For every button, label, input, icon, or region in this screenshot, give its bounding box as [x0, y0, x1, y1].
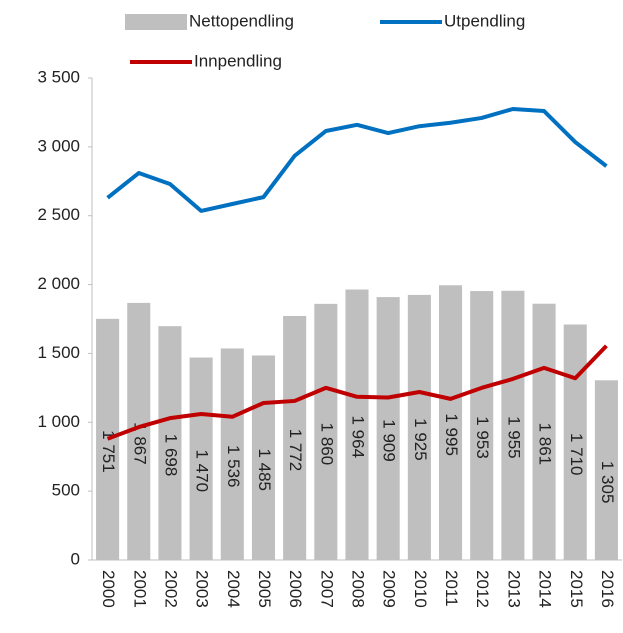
x-tick-label: 2007	[317, 570, 336, 608]
data-label: 1 536	[224, 445, 243, 488]
bar	[314, 303, 338, 560]
x-tick-label: 2008	[349, 570, 368, 608]
bar	[594, 380, 618, 560]
data-label: 1 909	[380, 419, 399, 462]
data-label: 1 698	[161, 434, 180, 477]
bar	[283, 315, 307, 560]
data-label: 1 964	[349, 415, 368, 458]
data-label: 1 953	[473, 416, 492, 459]
x-tick-label: 2011	[442, 570, 461, 607]
x-tick-label: 2012	[473, 570, 492, 608]
line	[106, 344, 608, 441]
bar	[501, 290, 525, 560]
x-tick-label: 2001	[130, 570, 149, 608]
bar	[376, 297, 400, 560]
y-tick-label: 0	[71, 549, 80, 568]
bar	[407, 294, 431, 560]
bar	[345, 289, 369, 560]
legend-label: Nettopendling	[189, 11, 294, 30]
data-label: 1 485	[255, 448, 274, 491]
legend-label: Utpendling	[444, 11, 525, 30]
data-label: 1 995	[442, 413, 461, 456]
y-tick-label: 500	[52, 481, 80, 500]
x-tick-label: 2003	[193, 570, 212, 608]
bar	[189, 357, 213, 560]
legend-swatch	[125, 14, 187, 30]
x-tick-label: 2006	[286, 570, 305, 608]
data-label: 1 867	[130, 422, 149, 465]
x-tick-label: 2014	[536, 570, 555, 608]
bar	[470, 291, 494, 560]
data-label: 1 772	[286, 429, 305, 472]
x-tick-label: 2010	[411, 570, 430, 608]
x-tick-label: 2005	[255, 570, 274, 608]
y-tick-label: 1 500	[37, 343, 80, 362]
data-label: 1 305	[598, 461, 617, 504]
data-label: 1 751	[99, 430, 118, 473]
data-label: 1 955	[504, 416, 523, 459]
line	[106, 106, 608, 213]
x-tick-label: 2016	[598, 570, 617, 608]
bar	[563, 324, 587, 560]
bar	[158, 326, 182, 560]
data-label: 1 860	[317, 423, 336, 466]
bar	[220, 348, 244, 560]
x-tick-label: 2002	[161, 570, 180, 608]
y-tick-label: 3 500	[37, 67, 80, 86]
y-tick-label: 2 500	[37, 205, 80, 224]
data-label: 1 861	[536, 423, 555, 466]
x-tick-label: 2000	[99, 570, 118, 608]
bar	[96, 318, 120, 560]
data-label: 1 470	[193, 450, 212, 493]
x-tick-label: 2009	[380, 570, 399, 608]
data-label: 1 925	[411, 418, 430, 461]
y-tick-label: 1 000	[37, 412, 80, 431]
x-tick-label: 2015	[567, 570, 586, 608]
data-label: 1 710	[567, 433, 586, 476]
bar	[127, 302, 151, 560]
y-tick-label: 3 000	[37, 136, 80, 155]
x-tick-label: 2013	[504, 570, 523, 608]
x-tick-label: 2004	[224, 570, 243, 608]
legend-label: Innpendling	[194, 51, 282, 70]
y-tick-label: 2 000	[37, 274, 80, 293]
bar	[438, 285, 463, 560]
